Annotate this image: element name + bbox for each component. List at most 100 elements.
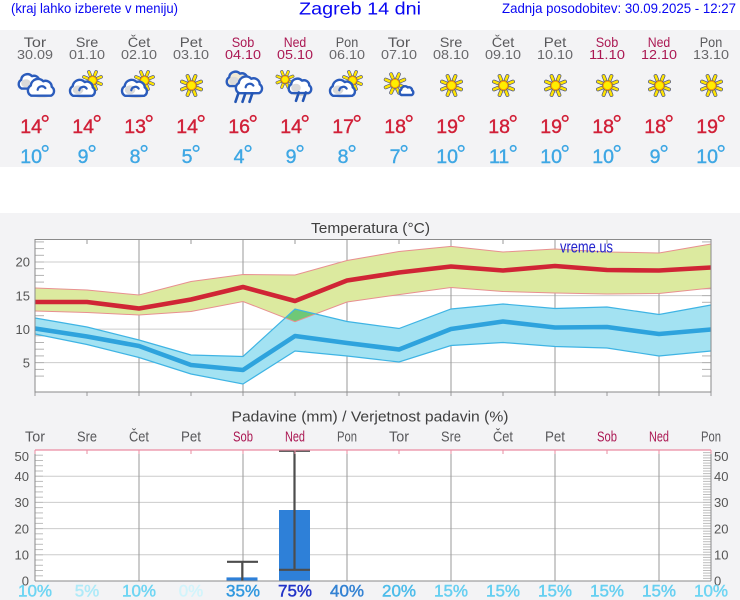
svg-text:Tor: Tor <box>388 34 411 50</box>
svg-text:10: 10 <box>20 146 42 167</box>
svg-text:Pet: Pet <box>545 430 565 446</box>
svg-text:03.10: 03.10 <box>173 48 209 62</box>
svg-text:05.10: 05.10 <box>277 48 313 62</box>
svg-text:5: 5 <box>182 146 193 167</box>
svg-text:8: 8 <box>338 146 349 167</box>
svg-text:Sob: Sob <box>232 34 255 50</box>
svg-text:17: 17 <box>332 116 354 138</box>
svg-text:15%: 15% <box>486 582 520 600</box>
svg-text:(kraj lahko izberete v meniju): (kraj lahko izberete v meniju) <box>11 0 178 16</box>
svg-text:Tor: Tor <box>389 430 409 446</box>
svg-text:Ned: Ned <box>649 430 669 446</box>
svg-text:30: 30 <box>15 495 29 510</box>
svg-text:10.10: 10.10 <box>537 48 573 62</box>
svg-text:13: 13 <box>124 116 146 138</box>
svg-text:06.10: 06.10 <box>329 48 365 62</box>
svg-text:8: 8 <box>130 146 141 167</box>
svg-text:15%: 15% <box>642 582 676 600</box>
svg-text:40: 40 <box>15 469 29 484</box>
svg-text:12.10: 12.10 <box>641 48 677 62</box>
svg-text:Pon: Pon <box>701 430 721 446</box>
svg-text:10%: 10% <box>694 582 728 600</box>
svg-text:10%: 10% <box>18 582 52 600</box>
svg-text:Sob: Sob <box>596 34 619 50</box>
svg-text:50: 50 <box>714 449 728 464</box>
svg-text:19: 19 <box>540 116 562 138</box>
svg-text:01.10: 01.10 <box>69 48 105 62</box>
svg-text:Padavine (mm) / Verjetnost pad: Padavine (mm) / Verjetnost padavin (%) <box>232 410 509 426</box>
svg-text:40%: 40% <box>330 582 364 600</box>
svg-text:9: 9 <box>78 146 89 167</box>
svg-text:14: 14 <box>20 116 42 138</box>
svg-text:Sob: Sob <box>233 430 253 446</box>
svg-text:9: 9 <box>650 146 661 167</box>
svg-text:Zadnja posodobitev: 30.09.2025: Zadnja posodobitev: 30.09.2025 - 12:27 <box>502 0 736 16</box>
svg-text:14: 14 <box>280 116 302 138</box>
svg-text:30: 30 <box>714 495 728 510</box>
svg-text:11.10: 11.10 <box>589 48 625 62</box>
svg-text:02.10: 02.10 <box>121 48 157 62</box>
svg-text:Ned: Ned <box>648 34 671 50</box>
svg-text:0: 0 <box>22 574 29 589</box>
svg-text:Sob: Sob <box>597 430 617 446</box>
svg-text:50: 50 <box>15 449 29 464</box>
svg-text:13.10: 13.10 <box>693 48 729 62</box>
svg-text:Čet: Čet <box>129 429 149 446</box>
svg-text:19: 19 <box>436 116 458 138</box>
svg-text:18: 18 <box>488 116 510 138</box>
svg-text:Ned: Ned <box>284 34 307 50</box>
svg-text:75%: 75% <box>278 582 312 600</box>
svg-text:14: 14 <box>72 116 94 138</box>
svg-text:Pet: Pet <box>180 34 203 50</box>
svg-text:Čet: Čet <box>493 429 513 446</box>
svg-text:Sre: Sre <box>440 34 463 50</box>
svg-text:30.09: 30.09 <box>17 48 53 62</box>
svg-text:5: 5 <box>23 355 30 370</box>
svg-text:Čet: Čet <box>128 34 151 50</box>
svg-text:Sre: Sre <box>77 430 97 446</box>
svg-text:Pon: Pon <box>336 34 359 50</box>
svg-text:Tor: Tor <box>24 34 47 50</box>
svg-text:10%: 10% <box>122 582 156 600</box>
svg-text:08.10: 08.10 <box>433 48 469 62</box>
svg-text:35%: 35% <box>226 582 260 600</box>
svg-text:04.10: 04.10 <box>225 48 261 62</box>
svg-text:10: 10 <box>592 146 614 167</box>
svg-text:18: 18 <box>592 116 614 138</box>
svg-text:16: 16 <box>228 116 250 138</box>
svg-text:15: 15 <box>16 288 30 303</box>
svg-text:Sre: Sre <box>76 34 99 50</box>
svg-text:Zagreb 14 dni: Zagreb 14 dni <box>299 0 421 18</box>
svg-text:0: 0 <box>714 574 721 589</box>
svg-text:18: 18 <box>384 116 406 138</box>
svg-text:20: 20 <box>15 521 29 536</box>
svg-text:10: 10 <box>15 548 29 563</box>
svg-text:07.10: 07.10 <box>381 48 417 62</box>
svg-text:40: 40 <box>714 469 728 484</box>
svg-text:18: 18 <box>644 116 666 138</box>
svg-text:20%: 20% <box>382 582 416 600</box>
svg-text:20: 20 <box>714 521 728 536</box>
svg-text:7: 7 <box>390 146 401 167</box>
svg-text:10: 10 <box>436 146 458 167</box>
svg-text:11: 11 <box>489 146 509 167</box>
svg-text:15%: 15% <box>538 582 572 600</box>
svg-text:Pet: Pet <box>181 430 201 446</box>
svg-text:10: 10 <box>540 146 562 167</box>
svg-text:19: 19 <box>696 116 718 138</box>
svg-text:Čet: Čet <box>492 34 515 50</box>
svg-text:Temperatura (°C): Temperatura (°C) <box>311 221 430 237</box>
svg-text:Pon: Pon <box>700 34 723 50</box>
svg-text:Sre: Sre <box>441 430 461 446</box>
svg-text:20: 20 <box>16 255 30 270</box>
svg-text:10: 10 <box>714 548 728 563</box>
svg-text:10: 10 <box>696 146 718 167</box>
svg-text:5%: 5% <box>75 582 100 600</box>
svg-text:10: 10 <box>16 322 30 337</box>
svg-text:15%: 15% <box>590 582 624 600</box>
svg-text:9: 9 <box>286 146 297 167</box>
svg-text:Pon: Pon <box>337 430 357 446</box>
svg-text:15%: 15% <box>434 582 468 600</box>
svg-text:Tor: Tor <box>25 430 45 446</box>
svg-text:14: 14 <box>176 116 198 138</box>
